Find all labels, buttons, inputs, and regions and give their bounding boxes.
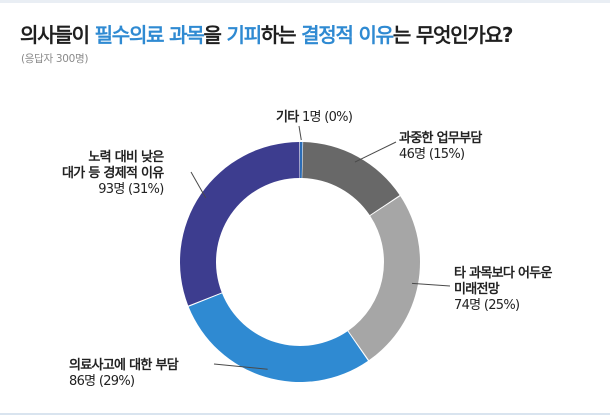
leader-line-2 [411,282,451,287]
slice-label-future-outlook: 타 과목보다 어두운 미래전망 74명 (25%) [454,266,552,314]
title-part: 을 [203,23,227,47]
leader-line-3 [213,363,268,370]
title-part: 는 무엇인가요? [392,23,514,47]
slice-name: 과중한 업무부담 [399,131,482,146]
slice-value: 46명 (15%) [399,147,465,162]
top-divider [0,0,610,3]
slice-value: 74명 (25%) [454,298,520,313]
slice-name-line-1: 노력 대비 낮은 [88,150,164,165]
slice-value: 93명 (31%) [98,182,164,197]
page-title: 의사들이 필수의료 과목을 기피하는 결정적 이유는 무엇인가요? [20,19,514,48]
title-part: 필수의료 과목 [94,23,205,47]
slice-name-line-1: 타 과목보다 어두운 [454,266,552,281]
donut-slice-4 [180,142,300,306]
slice-value: 86명 (29%) [69,374,135,389]
leader-line-1 [354,141,397,163]
donut-slice-1 [302,142,400,216]
slice-label-other: 기타 1명 (0%) [276,110,353,126]
leader-line-4 [190,171,207,199]
slice-label-workload: 과중한 업무부담 46명 (15%) [399,131,482,163]
donut-slice-0 [300,142,303,179]
donut-slice-3 [188,293,368,383]
slice-name: 기타 [276,110,299,125]
title-part: 하는 [260,23,302,47]
slice-label-economic: 노력 대비 낮은 대가 등 경제적 이유 93명 (31%) [62,150,164,198]
slice-value: 1명 (0%) [301,110,353,125]
title-part: 기피 [226,23,263,47]
title-part: 의사들이 [20,23,95,47]
bottom-divider [0,413,610,415]
slice-name-line-2: 미래전망 [454,282,500,297]
slice-label-malpractice: 의료사고에 대한 부담 86명 (29%) [69,358,179,390]
leader-line-0 [298,125,302,141]
slice-name: 의료사고에 대한 부담 [69,358,179,373]
donut-slice-2 [348,196,421,361]
title-part: 결정적 이유 [301,23,394,47]
respondent-count: (응답자 300명) [21,53,89,65]
slice-name-line-2: 대가 등 경제적 이유 [62,166,164,181]
